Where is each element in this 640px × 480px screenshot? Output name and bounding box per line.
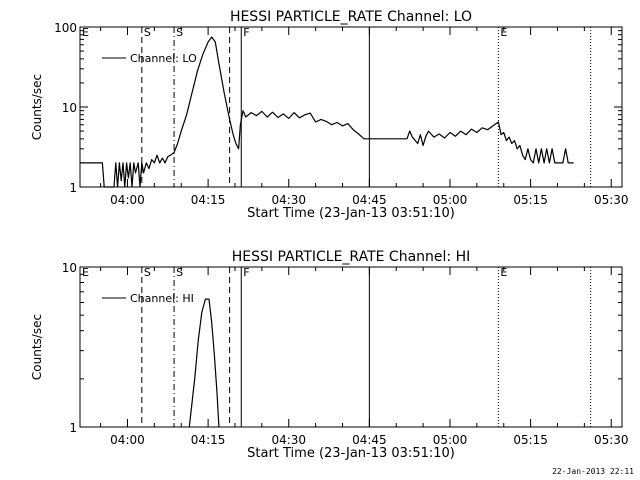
x-tick-label: 05:30	[594, 193, 629, 207]
marker-label: S	[144, 26, 151, 39]
x-tick-label: 04:00	[110, 433, 145, 447]
x-tick-label: 04:15	[191, 433, 226, 447]
marker-label: F	[243, 266, 249, 279]
chart-title: HESSI PARTICLE_RATE Channel: LO	[230, 9, 472, 25]
x-axis-label: Start Time (23-Jan-13 03:51:10)	[247, 206, 455, 221]
chart-hi-channel: HESSI PARTICLE_RATE Channel: HI Counts/se…	[30, 249, 629, 461]
y-tick-label: 1	[69, 181, 77, 195]
y-tick-label: 10	[62, 101, 77, 115]
legend-label: Channel: HI	[130, 292, 194, 305]
marker-label: S	[176, 266, 183, 279]
x-tick-label: 05:00	[433, 433, 468, 447]
y-axis-label: Counts/sec	[30, 74, 44, 140]
legend-label: Channel: LO	[130, 52, 197, 65]
marker-label: E	[500, 26, 507, 39]
marker-label: E	[82, 266, 89, 279]
plot-frame	[79, 26, 623, 188]
x-tick-label: 04:15	[191, 193, 226, 207]
series-line	[188, 298, 220, 428]
x-tick-label: 04:30	[271, 433, 306, 447]
marker-label: S	[176, 26, 183, 39]
chart-title: HESSI PARTICLE_RATE Channel: HI	[232, 249, 470, 265]
y-tick-label: 100	[54, 21, 77, 35]
chart-lo-channel: HESSI PARTICLE_RATE Channel: LO Counts/se…	[30, 9, 629, 221]
x-tick-label: 05:15	[513, 433, 548, 447]
x-tick-label: 04:45	[352, 433, 387, 447]
x-tick-label: 04:00	[110, 193, 145, 207]
y-tick-label: 10	[62, 261, 77, 275]
marker-label: S	[144, 266, 151, 279]
y-tick-label: 1	[69, 421, 77, 435]
marker-label: F	[243, 26, 249, 39]
x-tick-label: 04:45	[352, 193, 387, 207]
x-tick-label: 05:15	[513, 193, 548, 207]
marker-label: E	[500, 266, 507, 279]
marker-label: E	[82, 26, 89, 39]
x-axis-label: Start Time (23-Jan-13 03:51:10)	[247, 446, 455, 461]
plot-frame	[79, 266, 623, 428]
x-tick-label: 05:30	[594, 433, 629, 447]
generation-date: 22-Jan-2013 22:11	[552, 467, 634, 476]
series-line	[80, 36, 574, 188]
x-tick-label: 05:00	[433, 193, 468, 207]
x-tick-label: 04:30	[271, 193, 306, 207]
y-axis-label: Counts/sec	[30, 314, 44, 380]
